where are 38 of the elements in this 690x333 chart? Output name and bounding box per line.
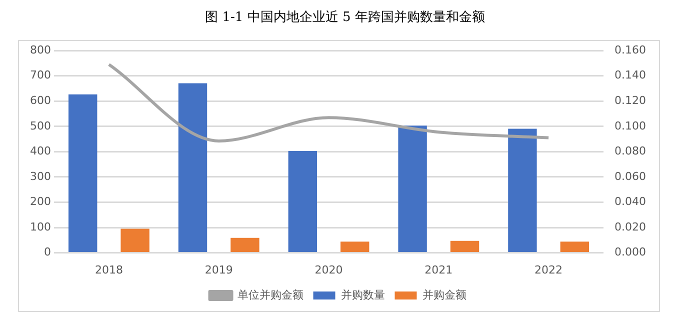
x-tick-label: 2019 <box>204 263 233 276</box>
bar <box>508 128 537 252</box>
y2-tick-label: 0.020 <box>614 220 646 234</box>
y-tick-label: 300 <box>30 170 51 183</box>
y-tick-label: 100 <box>30 220 51 234</box>
x-tick-label: 2021 <box>424 263 453 276</box>
y-tick-label: 800 <box>30 43 51 56</box>
legend-label: 单位并购金额 <box>237 288 304 302</box>
bar <box>178 83 208 252</box>
y2-tick-label: 0.160 <box>614 43 646 56</box>
y2-tick-label: 0.100 <box>614 119 646 132</box>
bar <box>230 238 260 252</box>
y-tick-label: 500 <box>30 119 51 132</box>
x-tick-label: 2022 <box>534 263 563 276</box>
bar <box>450 240 480 252</box>
y-tick-label: 0 <box>44 246 51 259</box>
bar <box>340 242 370 252</box>
y-tick-label: 600 <box>30 94 51 108</box>
x-tick-label: 2018 <box>94 263 123 276</box>
chart-title: 图 1-1 中国内地企业近 5 年跨国并购数量和金额 <box>204 9 486 26</box>
y2-tick-label: 0.140 <box>614 68 646 82</box>
y2-tick-label: 0.120 <box>614 94 646 108</box>
bar <box>120 228 150 252</box>
y2-tick-label: 0.000 <box>614 246 646 259</box>
x-tick-label: 2020 <box>314 263 343 276</box>
y-tick-label: 200 <box>30 195 51 208</box>
y2-tick-label: 0.080 <box>614 144 646 158</box>
bar <box>398 126 427 252</box>
y2-tick-label: 0.040 <box>614 195 646 208</box>
legend-label: 并购数量 <box>340 288 385 302</box>
y-tick-label: 400 <box>30 144 51 158</box>
bar <box>68 94 98 252</box>
bar <box>288 150 318 252</box>
legend-label: 并购金额 <box>422 288 466 302</box>
line-series <box>107 63 550 142</box>
y-tick-label: 700 <box>30 68 51 82</box>
bar <box>560 242 590 252</box>
y2-tick-label: 0.060 <box>614 170 646 183</box>
